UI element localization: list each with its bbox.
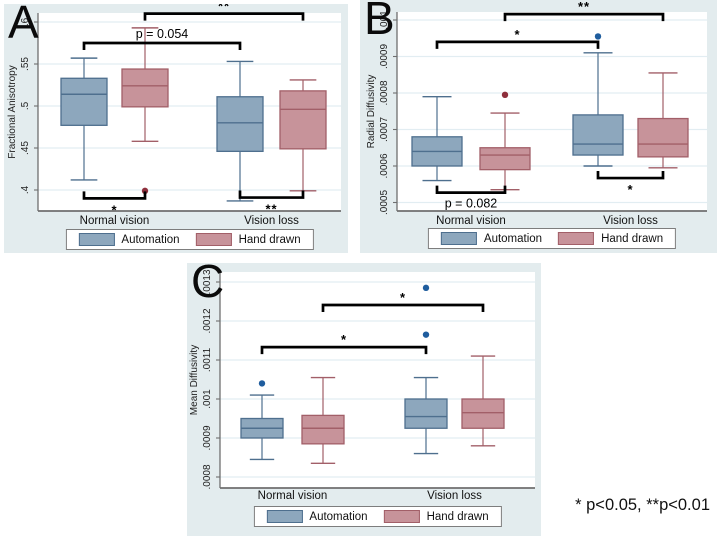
y-tick-label: .0009 xyxy=(379,44,390,69)
box-vision-loss-automation xyxy=(572,33,624,167)
significance-label: p = 0.054 xyxy=(136,27,189,41)
legend-item: Hand drawn xyxy=(558,232,663,245)
y-tick-label: .0005 xyxy=(379,190,390,215)
y-tick-label: .4 xyxy=(20,185,31,194)
panel-letter-b: B xyxy=(364,0,395,44)
y-tick-label: .0008 xyxy=(202,464,213,489)
box-normal-vision-automation xyxy=(411,95,463,182)
box-normal-vision-hand-drawn xyxy=(301,376,345,465)
legend-item: Hand drawn xyxy=(383,510,489,523)
legend-label: Hand drawn xyxy=(238,233,301,246)
significance-label: p = 0.082 xyxy=(445,197,498,211)
significance-label: * xyxy=(111,202,117,217)
box-vision-loss-automation xyxy=(404,284,448,455)
legend-label: Automation xyxy=(309,510,368,523)
legend-swatch-hand-drawn xyxy=(383,510,420,523)
y-tick-label: .0009 xyxy=(202,425,213,450)
significance-footnote: * p<0.05, **p<0.01 xyxy=(575,496,710,514)
y-tick-label: .0011 xyxy=(202,347,213,372)
legend-swatch-hand-drawn xyxy=(195,233,232,246)
y-tick-label: .0013 xyxy=(202,269,213,294)
y-tick-label: .0008 xyxy=(379,80,390,105)
outlier-dot xyxy=(501,91,509,99)
box-normal-vision-hand-drawn xyxy=(479,91,531,191)
outlier-dot xyxy=(422,331,430,338)
y-tick-label: .0012 xyxy=(202,308,213,333)
significance-bracket xyxy=(82,41,242,50)
x-category-label: Normal vision xyxy=(436,215,506,227)
significance-label: * xyxy=(400,290,406,305)
significance-label: * xyxy=(514,27,520,42)
legend-b: Automation Hand drawn xyxy=(427,228,677,249)
box-vision-loss-automation xyxy=(216,60,264,202)
boxplot-a: .4 .45 .5 .55 .6 Fractional Anisotropy ** p = 0… xyxy=(7,4,341,227)
significance-bracket xyxy=(435,185,507,194)
y-tick-label: .0007 xyxy=(379,117,390,142)
significance-bracket xyxy=(238,190,305,199)
significance-label: ** xyxy=(578,0,590,14)
legend-item: Hand drawn xyxy=(195,233,301,246)
y-tick-label: .0006 xyxy=(379,153,390,178)
legend-label: Hand drawn xyxy=(601,232,664,245)
y-tick-label: .5 xyxy=(20,101,31,110)
legend-a: Automation Hand drawn xyxy=(65,229,314,250)
significance-bracket xyxy=(503,12,665,22)
box-vision-loss-hand-drawn xyxy=(461,355,505,447)
box-normal-vision-automation xyxy=(60,57,108,181)
panel-c-mean-diffusivity: C .0008 .0009 .001 .0011 .0012 .0013 Mean Diff… xyxy=(187,256,541,536)
significance-label: * xyxy=(341,332,347,347)
x-category-label: Normal vision xyxy=(258,490,328,502)
y-axis-title: Mean Diffusivity xyxy=(189,345,200,415)
legend-swatch-automation xyxy=(440,232,477,245)
panel-letter-c: C xyxy=(191,255,225,307)
x-category-label: Vision loss xyxy=(427,490,482,502)
legend-item: Automation xyxy=(266,510,368,523)
legend-c: Automation Hand drawn xyxy=(253,506,502,527)
panel-b-radial-diffusivity: B .0005 .0006 .0007 .0008 .0009 .001 Radial Di… xyxy=(360,0,717,253)
significance-bracket xyxy=(596,171,665,180)
x-category-label: Normal vision xyxy=(80,215,150,227)
significance-bracket xyxy=(143,12,305,21)
legend-label: Automation xyxy=(483,232,543,245)
y-tick-label: .45 xyxy=(20,141,31,155)
x-category-label: Vision loss xyxy=(244,215,299,227)
significance-bracket xyxy=(260,345,428,355)
outlier-dot xyxy=(258,380,266,387)
significance-bracket xyxy=(82,191,147,200)
significance-label: ** xyxy=(218,4,230,14)
legend-swatch-automation xyxy=(266,510,303,523)
outlier-dot xyxy=(141,187,149,195)
x-category-label: Vision loss xyxy=(603,215,658,227)
legend-label: Automation xyxy=(121,233,180,246)
legend-label: Hand drawn xyxy=(426,510,489,523)
significance-bracket xyxy=(435,40,600,49)
outlier-dot xyxy=(422,284,430,292)
box-vision-loss-hand-drawn xyxy=(637,72,689,169)
panel-letter-a: A xyxy=(8,0,39,48)
outlier-dot xyxy=(594,33,602,40)
box-normal-vision-hand-drawn xyxy=(121,27,169,195)
y-tick-label: .001 xyxy=(202,389,213,409)
y-tick-label: .001 xyxy=(379,10,390,30)
significance-label: * xyxy=(627,182,633,197)
y-axis-title: Radial Diffusivity xyxy=(366,75,377,149)
boxplot-c: .0008 .0009 .001 .0011 .0012 .0013 Mean Diffus… xyxy=(189,269,535,502)
significance-label: ** xyxy=(265,202,277,217)
y-axis-title: Fractional Anisotropy xyxy=(7,65,18,158)
y-tick-label: .55 xyxy=(20,57,31,71)
significance-bracket xyxy=(321,303,485,313)
y-tick-label: .6 xyxy=(20,17,31,26)
legend-swatch-automation xyxy=(78,233,115,246)
legend-swatch-hand-drawn xyxy=(558,232,595,245)
box-vision-loss-hand-drawn xyxy=(279,79,327,192)
box-normal-vision-automation xyxy=(240,380,284,461)
legend-item: Automation xyxy=(440,232,543,245)
legend-item: Automation xyxy=(78,233,180,246)
boxplot-b: .0005 .0006 .0007 .0008 .0009 .001 Radial Diff… xyxy=(366,0,707,227)
panel-a-fractional-anisotropy: A .4 .45 .5 .55 .6 Fractional Anisotropy ** p =… xyxy=(4,0,348,253)
